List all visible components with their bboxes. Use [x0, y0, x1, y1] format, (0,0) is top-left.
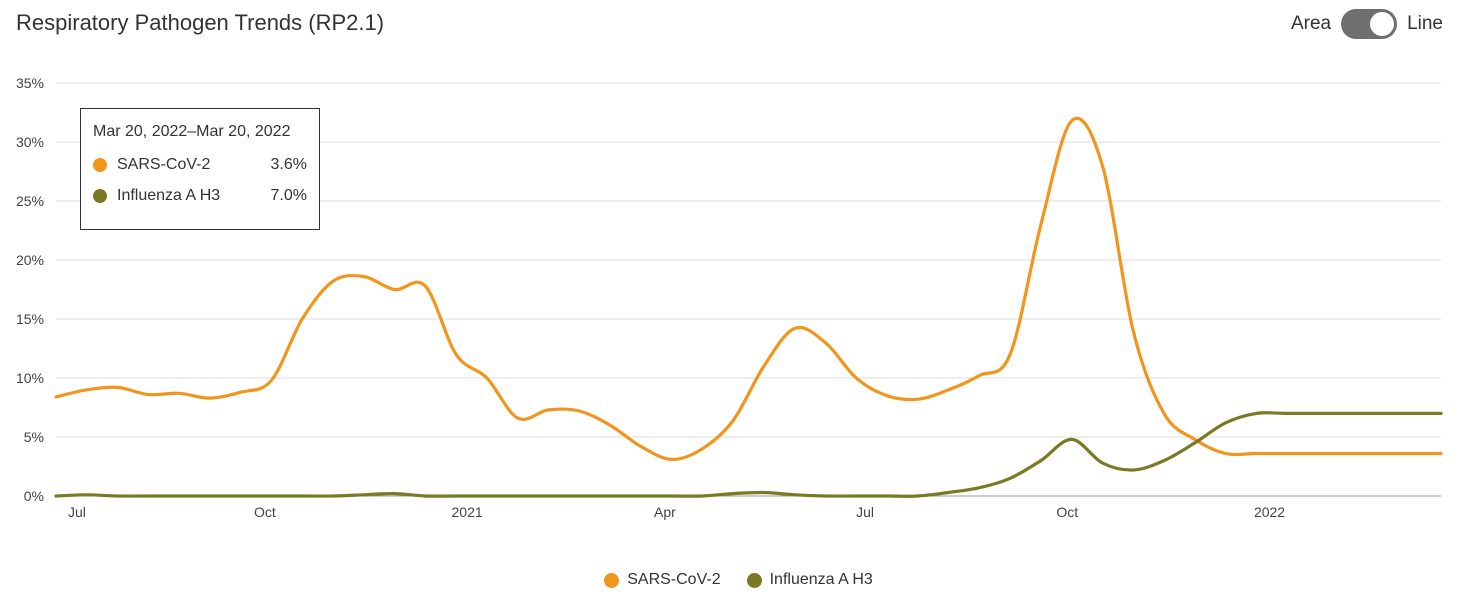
tooltip-series-value: 7.0% [270, 187, 307, 204]
toggle-area-label[interactable]: Area [1290, 13, 1332, 34]
y-tick-label: 25% [16, 193, 44, 209]
x-axis: Jul Oct 2021 Apr Jul Oct 2022 [68, 504, 1285, 520]
y-tick-label: 15% [16, 311, 44, 327]
chart-title: Respiratory Pathogen Trends (RP2.1) [16, 10, 385, 35]
y-tick-label: 10% [16, 370, 44, 386]
switch-knob [1370, 12, 1395, 36]
x-tick-label: Oct [1056, 504, 1078, 520]
x-tick-label: Apr [654, 504, 676, 520]
influenza-a-h3-dot-icon [93, 189, 107, 203]
tooltip-series-name: SARS-CoV-2 [117, 156, 211, 173]
legend-item-influenza-a-h3[interactable]: Influenza A H3 [746, 571, 873, 589]
chart-series [54, 116, 1443, 498]
tooltip-row-sars: SARS-CoV-2 3.6% [93, 156, 307, 173]
legend-dot-icon [746, 572, 762, 588]
legend-item-sars-cov-2[interactable]: SARS-CoV-2 [604, 571, 721, 589]
sars-cov-2-dot-icon [93, 158, 107, 172]
chart-legend: SARS-CoV-2 Influenza A H3 [0, 571, 1477, 589]
legend-dot-icon [604, 572, 620, 588]
x-tick-label: Jul [68, 504, 86, 520]
toggle-line-label[interactable]: Line [1407, 13, 1443, 34]
area-line-switch[interactable] [1341, 9, 1398, 39]
tooltip-series-value: 3.6% [270, 156, 307, 173]
x-tick-label: 2022 [1254, 504, 1285, 520]
y-tick-label: 20% [16, 252, 44, 268]
x-tick-label: 2021 [452, 504, 483, 520]
tooltip-date: Mar 20, 2022–Mar 20, 2022 [93, 123, 291, 140]
legend-label: SARS-CoV-2 [627, 571, 721, 588]
sars-cov-2-line [54, 116, 1443, 462]
tooltip-series-name: Influenza A H3 [117, 187, 221, 204]
x-tick-label: Oct [254, 504, 276, 520]
x-tick-label: Jul [856, 504, 874, 520]
y-tick-label: 5% [24, 429, 44, 445]
tooltip-row-influenza: Influenza A H3 7.0% [93, 187, 307, 204]
y-axis: 0% 5% 10% 15% 20% 25% 30% 35% [16, 75, 44, 504]
y-tick-label: 0% [24, 488, 44, 504]
chart-tooltip: Mar 20, 2022–Mar 20, 2022 SARS-CoV-2 3.6… [80, 108, 320, 230]
legend-label: Influenza A H3 [769, 571, 873, 588]
influenza-a-h3-line [54, 411, 1443, 498]
area-line-toggle-group: Area Line [1291, 9, 1443, 39]
y-tick-label: 30% [16, 134, 44, 150]
y-tick-label: 35% [16, 75, 44, 91]
